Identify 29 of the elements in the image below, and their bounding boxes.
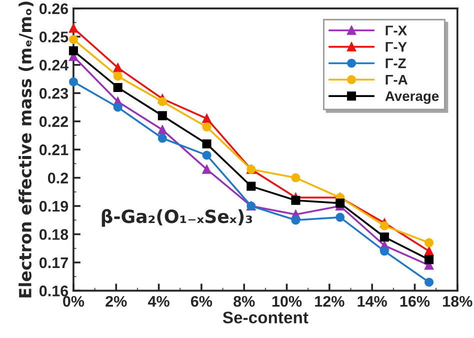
y-tick-label: 0.24 [39, 60, 69, 71]
x-tick-label: 4% [148, 296, 170, 307]
y-tick-label: 0.25 [39, 32, 68, 42]
legend-label: Γ-X [386, 26, 407, 36]
y-tick-label: 0.2 [48, 172, 68, 184]
y-tick-label: 0.23 [39, 88, 68, 99]
x-tick-label: 16% [400, 296, 430, 307]
x-tick-label: 12% [315, 296, 344, 307]
x-tick-label: 2% [106, 296, 127, 307]
y-tick-label: 0.26 [39, 3, 68, 14]
legend-label: Γ-A [386, 74, 408, 85]
x-tick-label: 0% [63, 296, 84, 307]
y-tick-label: 0.17 [39, 257, 68, 268]
x-tick-label: 8% [234, 296, 255, 307]
y-tick-label: 0.18 [39, 229, 68, 240]
x-tick-label: 6% [190, 296, 212, 307]
y-tick-label: 0.19 [39, 200, 68, 212]
y-tick-label: 0.16 [39, 286, 68, 296]
x-tick-label: 10% [272, 296, 302, 307]
y-axis-title: Electron effective mass (mₑ/mₒ) [18, 2, 34, 298]
legend-label: Γ-Z [386, 58, 406, 68]
x-tick-label: 14% [358, 296, 387, 307]
x-tick-label: 18% [443, 296, 472, 307]
y-tick-label: 0.22 [39, 116, 68, 128]
annotation: β-Ga₂(O₁₋ₓSeₓ)₃ [102, 208, 252, 227]
x-axis-title: Se-content [222, 312, 308, 324]
y-tick-label: 0.21 [39, 144, 68, 156]
legend-label: Average [385, 91, 439, 104]
legend-label: Γ-Y [386, 42, 407, 52]
